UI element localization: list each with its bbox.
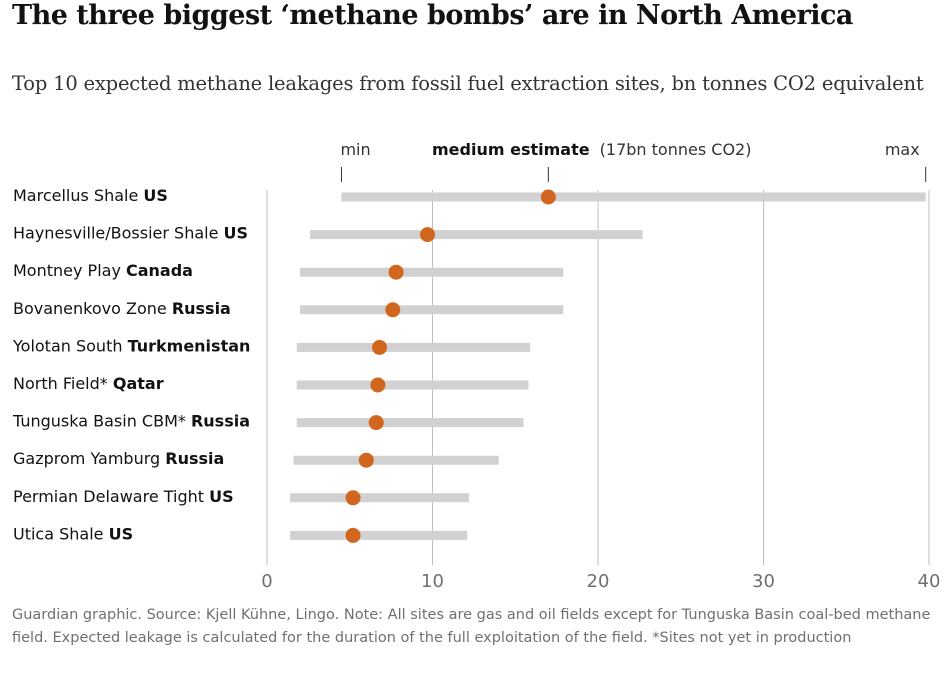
legend-max-label: max	[885, 140, 920, 159]
x-tick-label-30: 30	[752, 571, 775, 592]
site-name: Montney Play	[13, 261, 126, 280]
medium-estimate-dot	[372, 339, 388, 355]
row-label: Gazprom Yamburg Russia	[13, 449, 224, 468]
row: North Field* Qatar	[13, 374, 529, 393]
site-name: Permian Delaware Tight	[13, 487, 209, 506]
chart-subtitle: Top 10 expected methane leakages from fo…	[12, 72, 924, 95]
country-name: Russia	[172, 299, 231, 318]
chart-title: The three biggest ‘methane bombs’ are in…	[12, 0, 853, 31]
x-tick-label-20: 20	[587, 571, 610, 592]
row-label: Permian Delaware Tight US	[13, 487, 234, 506]
row-label: North Field* Qatar	[13, 374, 164, 393]
site-name: North Field*	[13, 374, 113, 393]
medium-estimate-dot	[370, 377, 386, 393]
gridlines	[266, 190, 930, 565]
site-name: Utica Shale	[13, 524, 109, 543]
country-name: US	[143, 186, 168, 205]
legend-medium-note: (17bn tonnes CO2)	[600, 140, 752, 159]
country-name: Turkmenistan	[128, 336, 251, 355]
row: Utica Shale US	[13, 524, 468, 543]
row-label: Marcellus Shale US	[13, 186, 168, 205]
row-label: Bovanenkovo Zone Russia	[13, 299, 231, 318]
x-axis: 0 10 20 30 40	[261, 571, 940, 592]
site-name: Tunguska Basin CBM*	[12, 412, 191, 431]
country-name: Russia	[191, 412, 250, 431]
x-tick-label-40: 40	[918, 571, 941, 592]
row: Gazprom Yamburg Russia	[13, 449, 499, 468]
legend-min-label: min	[340, 140, 370, 159]
x-tick-label-0: 0	[261, 571, 272, 592]
medium-estimate-dot	[358, 452, 374, 468]
site-name: Bovanenkovo Zone	[13, 299, 172, 318]
row: Bovanenkovo Zone Russia	[13, 299, 564, 318]
medium-estimate-dot	[345, 527, 361, 543]
site-name: Gazprom Yamburg	[13, 449, 165, 468]
row: Tunguska Basin CBM* Russia	[12, 412, 524, 431]
row: Montney Play Canada	[13, 261, 564, 280]
site-name: Yolotan South	[12, 336, 128, 355]
row-label: Haynesville/Bossier Shale US	[13, 224, 248, 243]
row: Marcellus Shale US	[13, 186, 926, 205]
country-name: Qatar	[113, 374, 164, 393]
medium-estimate-dot	[368, 415, 384, 431]
medium-estimate-dot	[385, 302, 401, 318]
medium-estimate-dot	[345, 490, 361, 506]
country-name: Russia	[165, 449, 224, 468]
source-note: Guardian graphic. Source: Kjell Kühne, L…	[12, 607, 931, 646]
medium-estimate-dot	[420, 227, 436, 243]
site-name: Marcellus Shale	[13, 186, 143, 205]
range-dot-chart: min medium estimate (17bn tonnes CO2) ma…	[12, 140, 940, 592]
row: Yolotan South Turkmenistan	[12, 336, 531, 355]
row-label: Utica Shale US	[13, 524, 133, 543]
row-label: Yolotan South Turkmenistan	[12, 336, 250, 355]
legend-medium-label: medium estimate (17bn tonnes CO2)	[432, 140, 751, 159]
country-name: US	[209, 487, 234, 506]
medium-estimate-dot	[540, 189, 556, 205]
site-name: Haynesville/Bossier Shale	[13, 224, 224, 243]
country-name: US	[224, 224, 249, 243]
row-label: Montney Play Canada	[13, 261, 193, 280]
country-name: US	[109, 524, 134, 543]
x-tick-label-10: 10	[421, 571, 444, 592]
row-label: Tunguska Basin CBM* Russia	[12, 412, 250, 431]
medium-estimate-dot	[388, 264, 404, 280]
row: Haynesville/Bossier Shale US	[13, 224, 643, 243]
legend: min medium estimate (17bn tonnes CO2) ma…	[340, 140, 927, 182]
country-name: Canada	[126, 261, 193, 280]
row: Permian Delaware Tight US	[13, 487, 469, 506]
legend-medium-title: medium estimate	[432, 140, 590, 159]
